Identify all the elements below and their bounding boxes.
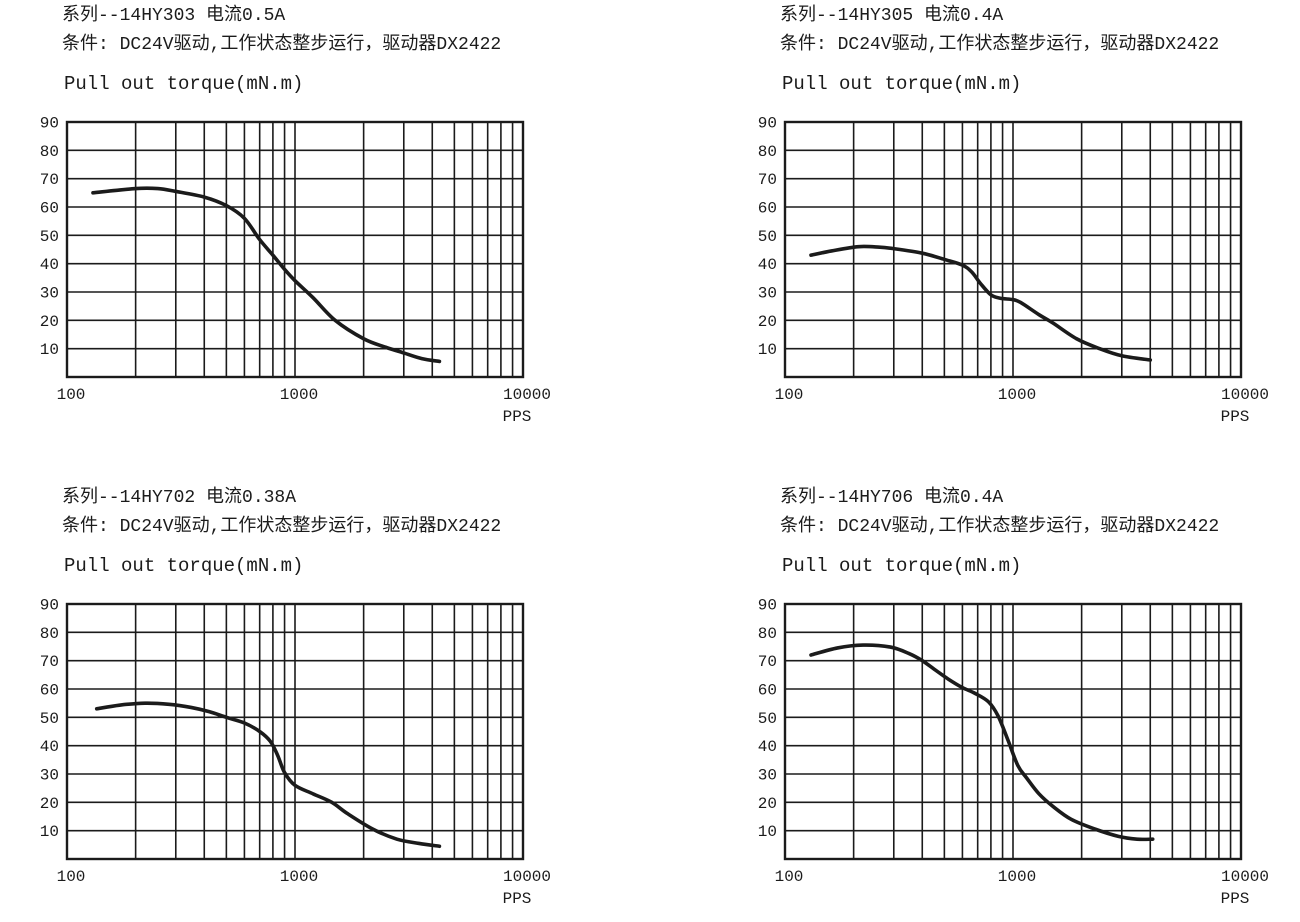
x-tick-label: 100 (57, 868, 86, 886)
y-tick-label: 90 (40, 115, 59, 133)
y-tick-label: 40 (40, 738, 59, 756)
torque-chart-14hy303: 系列--14HY303 电流0.5A 条件: DC24V驱动,工作状态整步运行，… (25, 0, 585, 440)
y-tick-label: 20 (758, 313, 777, 331)
condition-text: 条件: DC24V驱动,工作状态整步运行，驱动器DX2422 (780, 517, 1220, 537)
torque-curve (809, 244, 1153, 362)
torque-curve (91, 186, 442, 364)
y-tick-labels: 10 20 30 40 50 60 70 80 90 (758, 597, 777, 842)
y-axis-title: Pull out torque(mN.m) (64, 555, 304, 577)
y-tick-label: 90 (40, 597, 59, 615)
y-tick-label: 40 (40, 256, 59, 274)
x-tick-labels: 100 1000 10000 (775, 386, 1269, 404)
y-tick-label: 60 (758, 682, 777, 700)
y-tick-label: 60 (758, 200, 777, 218)
y-tick-label: 40 (758, 738, 777, 756)
y-tick-label: 90 (758, 115, 777, 133)
y-tick-label: 90 (758, 597, 777, 615)
y-tick-label: 80 (40, 625, 59, 643)
x-tick-label: 100 (775, 868, 804, 886)
x-tick-label: 1000 (998, 386, 1036, 404)
plot-border (783, 602, 1243, 861)
torque-plot: 10 20 30 40 50 60 70 80 90 100 1000 10000 PPS (758, 115, 1269, 427)
y-axis-title: Pull out torque(mN.m) (782, 73, 1022, 95)
y-tick-label: 50 (40, 710, 59, 728)
y-tick-label: 30 (40, 767, 59, 785)
y-tick-label: 20 (40, 795, 59, 813)
torque-plot: 10 20 30 40 50 60 70 80 90 100 1000 10000 PPS (40, 597, 551, 909)
y-axis-title: Pull out torque(mN.m) (64, 73, 304, 95)
x-tick-label: 10000 (503, 868, 551, 886)
y-tick-label: 30 (758, 285, 777, 303)
y-tick-labels: 10 20 30 40 50 60 70 80 90 (40, 597, 59, 842)
y-tick-label: 50 (758, 710, 777, 728)
y-tick-label: 70 (758, 653, 777, 671)
torque-chart-14hy305: 系列--14HY305 电流0.4A 条件: DC24V驱动,工作状态整步运行，… (743, 0, 1300, 440)
x-tick-labels: 100 1000 10000 (57, 868, 551, 886)
x-tick-label: 10000 (503, 386, 551, 404)
y-tick-label: 50 (40, 228, 59, 246)
x-tick-labels: 100 1000 10000 (775, 868, 1269, 886)
torque-curve (809, 643, 1155, 842)
y-tick-label: 10 (40, 823, 59, 841)
series-title: 系列--14HY706 电流0.4A (780, 488, 1004, 508)
grid (67, 122, 523, 377)
series-title: 系列--14HY702 电流0.38A (62, 488, 297, 508)
torque-chart-14hy706: 系列--14HY706 电流0.4A 条件: DC24V驱动,工作状态整步运行，… (743, 482, 1300, 922)
plot-border (65, 602, 525, 861)
plot-border (783, 120, 1243, 379)
x-axis-unit: PPS (503, 890, 532, 908)
y-tick-label: 70 (758, 171, 777, 189)
grid (785, 604, 1241, 859)
x-tick-label: 100 (775, 386, 804, 404)
torque-chart-14hy702: 系列--14HY702 电流0.38A 条件: DC24V驱动,工作状态整步运行… (25, 482, 585, 922)
y-tick-labels: 10 20 30 40 50 60 70 80 90 (40, 115, 59, 360)
plot-border (65, 120, 525, 379)
y-tick-label: 60 (40, 200, 59, 218)
y-tick-label: 10 (758, 823, 777, 841)
series-title: 系列--14HY305 电流0.4A (780, 6, 1004, 26)
grid (67, 604, 523, 859)
y-axis-title: Pull out torque(mN.m) (782, 555, 1022, 577)
condition-text: 条件: DC24V驱动,工作状态整步运行，驱动器DX2422 (62, 517, 502, 537)
torque-plot: 10 20 30 40 50 60 70 80 90 100 1000 10000 PPS (758, 597, 1269, 909)
condition-text: 条件: DC24V驱动,工作状态整步运行，驱动器DX2422 (62, 35, 502, 55)
y-tick-label: 80 (758, 625, 777, 643)
y-tick-label: 20 (758, 795, 777, 813)
y-tick-label: 70 (40, 653, 59, 671)
series-title: 系列--14HY303 电流0.5A (62, 6, 286, 26)
x-tick-labels: 100 1000 10000 (57, 386, 551, 404)
y-tick-label: 10 (40, 341, 59, 359)
y-tick-label: 60 (40, 682, 59, 700)
y-tick-label: 20 (40, 313, 59, 331)
condition-text: 条件: DC24V驱动,工作状态整步运行，驱动器DX2422 (780, 35, 1220, 55)
y-tick-label: 50 (758, 228, 777, 246)
x-axis-unit: PPS (503, 408, 532, 426)
torque-plot: 10 20 30 40 50 60 70 80 90 100 1000 10000 PPS (40, 115, 551, 427)
y-tick-label: 30 (758, 767, 777, 785)
x-tick-label: 100 (57, 386, 86, 404)
grid (785, 122, 1241, 377)
y-tick-label: 80 (758, 143, 777, 161)
torque-curve (94, 701, 442, 849)
x-tick-label: 1000 (280, 386, 318, 404)
x-tick-label: 10000 (1221, 868, 1269, 886)
y-tick-label: 40 (758, 256, 777, 274)
x-tick-label: 1000 (998, 868, 1036, 886)
y-tick-label: 80 (40, 143, 59, 161)
x-axis-unit: PPS (1221, 408, 1250, 426)
y-tick-label: 70 (40, 171, 59, 189)
x-tick-label: 1000 (280, 868, 318, 886)
x-tick-label: 10000 (1221, 386, 1269, 404)
y-tick-label: 10 (758, 341, 777, 359)
y-tick-label: 30 (40, 285, 59, 303)
y-tick-labels: 10 20 30 40 50 60 70 80 90 (758, 115, 777, 360)
x-axis-unit: PPS (1221, 890, 1250, 908)
